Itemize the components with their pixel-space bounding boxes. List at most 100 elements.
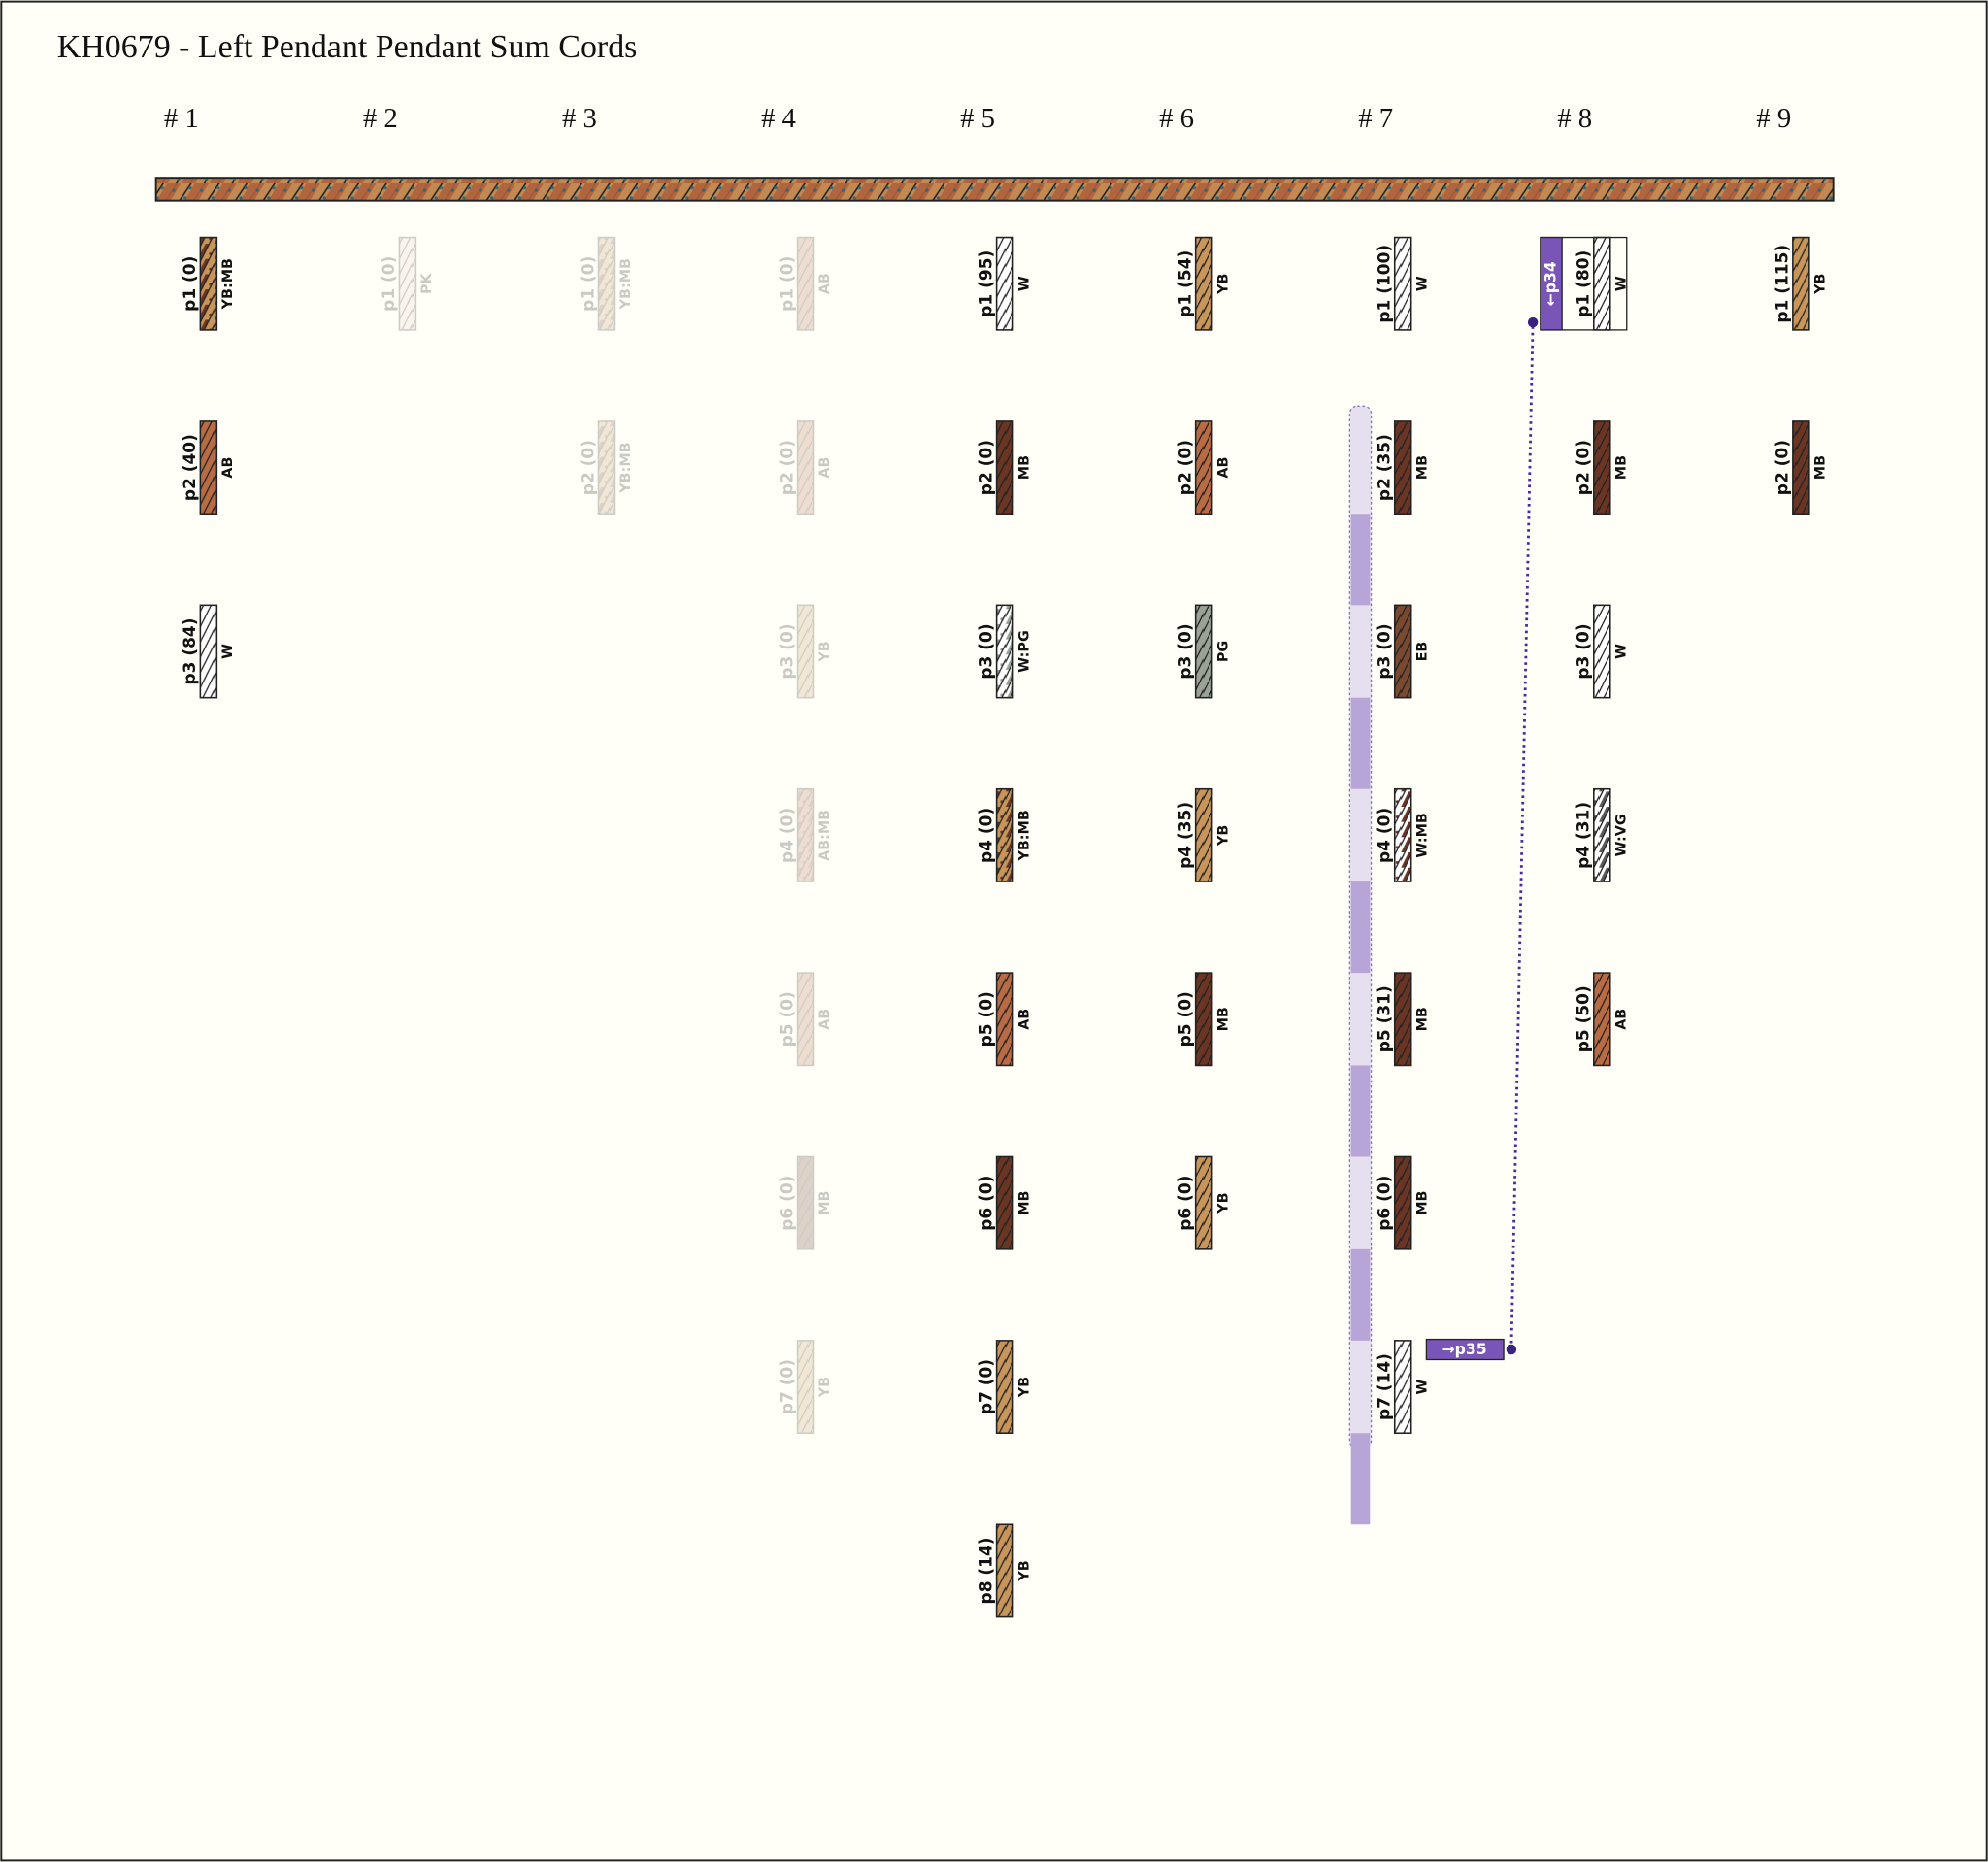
- cord-label: p5 (0): [778, 991, 797, 1047]
- pendant-cord: p7 (14) W →p35: [1375, 1338, 1505, 1435]
- cord-color: MB: [1215, 1007, 1231, 1031]
- cord-color: W: [1414, 276, 1430, 291]
- pendant-cord: p2 (0) MB: [1574, 420, 1629, 515]
- pendant-cord: p1 (115) YB: [1773, 236, 1829, 331]
- cord-strip: [1393, 604, 1412, 699]
- link-dot: [1527, 316, 1539, 328]
- cord-color: W: [1613, 644, 1629, 659]
- pendant-cord: p4 (0) W:MB: [1375, 787, 1430, 882]
- cord-label: p1 (0): [778, 256, 797, 312]
- cord-label: p6 (0): [1176, 1176, 1195, 1231]
- cord-label: p2 (0): [778, 440, 797, 495]
- cord-strip: [1194, 420, 1213, 515]
- cord-label: p3 (84): [181, 618, 200, 685]
- cord-label: p3 (0): [1375, 623, 1395, 679]
- pendant-cord: p4 (0) AB:MB: [778, 787, 833, 882]
- group-header: # 9: [1756, 103, 1791, 134]
- cord-label: p1 (0): [181, 256, 200, 312]
- cord-color: AB:MB: [817, 810, 833, 861]
- cord-label: p2 (0): [1176, 440, 1195, 495]
- cord-color: YB:MB: [618, 258, 634, 310]
- cord-color: MB: [1016, 455, 1032, 480]
- pendant-cord: p3 (0) W:PG: [977, 604, 1032, 699]
- cord-color: YB: [1813, 274, 1829, 295]
- cord-label: p6 (0): [778, 1176, 797, 1231]
- pendant-cord: p1 (54) YB: [1176, 236, 1231, 331]
- cord-label: p4 (0): [1375, 808, 1395, 863]
- cord-label: p3 (0): [977, 623, 996, 679]
- cord-label: p7 (14): [1375, 1353, 1395, 1420]
- cord-strip: [1194, 787, 1213, 882]
- cord-strip: [796, 236, 815, 331]
- cord-color: YB:MB: [618, 442, 634, 493]
- cord-label: p1 (0): [579, 256, 598, 312]
- cord-strip: [796, 787, 815, 882]
- title: KH0679 - Left Pendant Pendant Sum Cords: [57, 29, 638, 65]
- sum-band: [1350, 1433, 1371, 1525]
- cord-label: p1 (100): [1375, 245, 1395, 323]
- cord-color: MB: [1414, 1007, 1430, 1031]
- pendant-cord: p3 (0) PG: [1176, 604, 1231, 699]
- group-header: # 7: [1358, 103, 1393, 134]
- sum-band: [1350, 514, 1371, 606]
- cord-label: p5 (31): [1375, 985, 1395, 1052]
- cord-strip: [1593, 604, 1611, 699]
- cord-color: W:VG: [1613, 814, 1629, 856]
- cord-strip: [796, 604, 815, 699]
- cord-strip: [597, 420, 616, 515]
- cord-color: YB: [1215, 825, 1231, 847]
- cord-label: p4 (0): [778, 808, 797, 863]
- pendant-cord: ←p34 p1 (80) W: [1540, 236, 1629, 331]
- link-tag: [1540, 236, 1563, 331]
- sum-band: [1350, 697, 1371, 789]
- cord-strip: [1593, 972, 1611, 1067]
- group-header: # 3: [562, 103, 597, 134]
- main-cord: [154, 177, 1835, 202]
- pendant-cord: p1 (0) PK: [380, 236, 435, 331]
- pendant-cord: p4 (0) YB:MB: [977, 787, 1032, 882]
- cord-strip: [1194, 604, 1213, 699]
- cord-label: p1 (115): [1773, 245, 1793, 323]
- cord-color: AB: [817, 457, 833, 479]
- cord-label: p7 (0): [778, 1359, 797, 1414]
- cord-label: p3 (0): [1574, 623, 1594, 679]
- pendant-cord: p2 (0) AB: [778, 420, 833, 515]
- pendant-cord: p5 (0) AB: [778, 972, 833, 1067]
- cord-strip: [1792, 236, 1810, 331]
- cord-label: p8 (14): [977, 1537, 996, 1604]
- cord-color: AB: [817, 273, 833, 294]
- cord-strip: [199, 420, 218, 515]
- link-tag-label: →p35: [1442, 1340, 1487, 1358]
- cord-color: EB: [1414, 642, 1430, 662]
- cord-strip: [995, 420, 1014, 515]
- pendant-cord: p8 (14) YB: [977, 1523, 1032, 1618]
- cord-strip: [995, 236, 1014, 331]
- cord-color: AB: [817, 1009, 833, 1030]
- cord-label: p4 (31): [1574, 802, 1594, 869]
- cord-label: p1 (80): [1574, 250, 1594, 317]
- cord-label: p4 (35): [1176, 802, 1195, 869]
- pendant-cord: p2 (0) YB:MB: [579, 420, 634, 515]
- cord-color: AB: [220, 457, 236, 479]
- cord-color: MB: [1613, 455, 1629, 480]
- cord-strip: [1194, 972, 1213, 1067]
- cord-color: AB: [1613, 1009, 1629, 1030]
- cord-label: p7 (0): [977, 1359, 996, 1414]
- group-header: # 5: [960, 103, 995, 134]
- cord-strip: [796, 1155, 815, 1250]
- pendant-cord: p3 (0) W: [1574, 604, 1629, 699]
- pendant-cord: p6 (0) MB: [1375, 1155, 1430, 1250]
- cord-label: p2 (40): [181, 434, 200, 501]
- cord-label: p4 (0): [977, 808, 996, 863]
- cord-label: p3 (0): [1176, 623, 1195, 679]
- cord-label: p1 (0): [380, 256, 399, 312]
- cord-color: YB: [1016, 1377, 1032, 1398]
- pendant-cord: p2 (0) AB: [1176, 420, 1231, 515]
- cord-strip: [995, 604, 1014, 699]
- pendant-cord: p5 (31) MB: [1375, 972, 1430, 1067]
- group-header: # 8: [1557, 103, 1592, 134]
- cord-label: p5 (50): [1574, 985, 1594, 1052]
- cord-color: YB: [1215, 274, 1231, 295]
- cord-strip: [1593, 236, 1611, 331]
